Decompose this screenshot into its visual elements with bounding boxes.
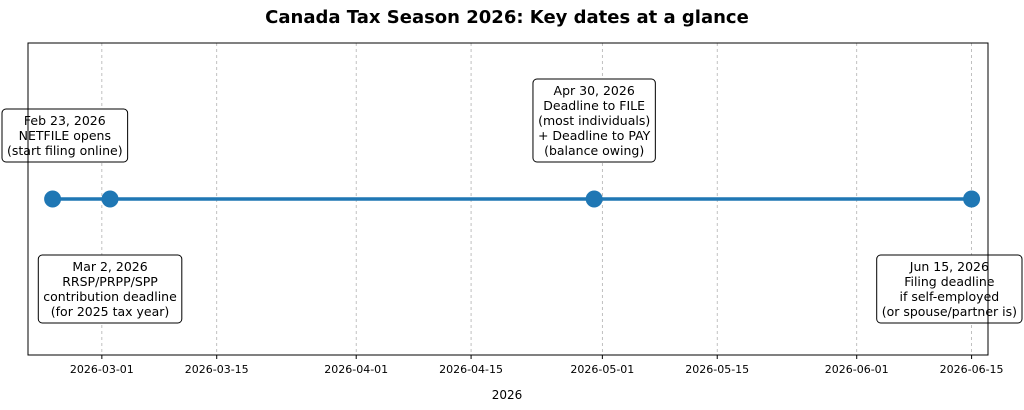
annotation-line: (start filing online) [7, 143, 123, 158]
annotation-line: RRSP/PRPP/SPP [62, 274, 158, 289]
plot-frame [27, 42, 989, 356]
timeline-series [44, 190, 981, 208]
annotation-line: + Deadline to PAY [538, 128, 651, 143]
annotation-line: Deadline to FILE [543, 98, 645, 113]
annotation-box [1, 108, 129, 163]
x-tick-label: 2026-06-15 [940, 363, 1004, 376]
annotation-line: (for 2025 tax year) [51, 304, 170, 319]
chart-title: Canada Tax Season 2026: Key dates at a g… [265, 7, 749, 28]
x-tick-label: 2026-06-01 [825, 363, 889, 376]
annotation-line: (balance owing) [544, 143, 644, 158]
annotation-line: contribution deadline [43, 289, 177, 304]
event-point [585, 190, 603, 208]
x-tick-label: 2026-04-15 [439, 363, 503, 376]
x-axis-ticks: 2026-03-01 2026-03-15 2026-04-01 2026-04-15… [70, 355, 1004, 376]
annotation-line: Mar 2, 2026 [72, 259, 147, 274]
annotation-box [37, 254, 183, 324]
event-point [963, 190, 981, 208]
x-tick-label: 2026-05-01 [570, 363, 634, 376]
annotation-line: Filing deadline [904, 274, 995, 289]
x-axis-label: 2026 [492, 388, 523, 402]
annotation-line: (most individuals) [538, 113, 650, 128]
annotation-line: Apr 30, 2026 [554, 83, 635, 98]
x-tick-label: 2026-05-15 [685, 363, 749, 376]
annotation-line: NETFILE opens [19, 128, 111, 143]
annotation-line: Feb 23, 2026 [24, 113, 106, 128]
annotation-box [876, 254, 1023, 324]
x-tick-label: 2026-04-01 [324, 363, 388, 376]
annotation-line: if self-employed [900, 289, 1000, 304]
event-point [44, 190, 62, 208]
annotation-line: Jun 15, 2026 [909, 259, 989, 274]
x-tick-label: 2026-03-15 [185, 363, 249, 376]
x-tick-label: 2026-03-01 [70, 363, 134, 376]
annotation-box [532, 78, 656, 163]
event-point [101, 190, 119, 208]
annotation-line: (or spouse/partner is) [882, 304, 1017, 319]
